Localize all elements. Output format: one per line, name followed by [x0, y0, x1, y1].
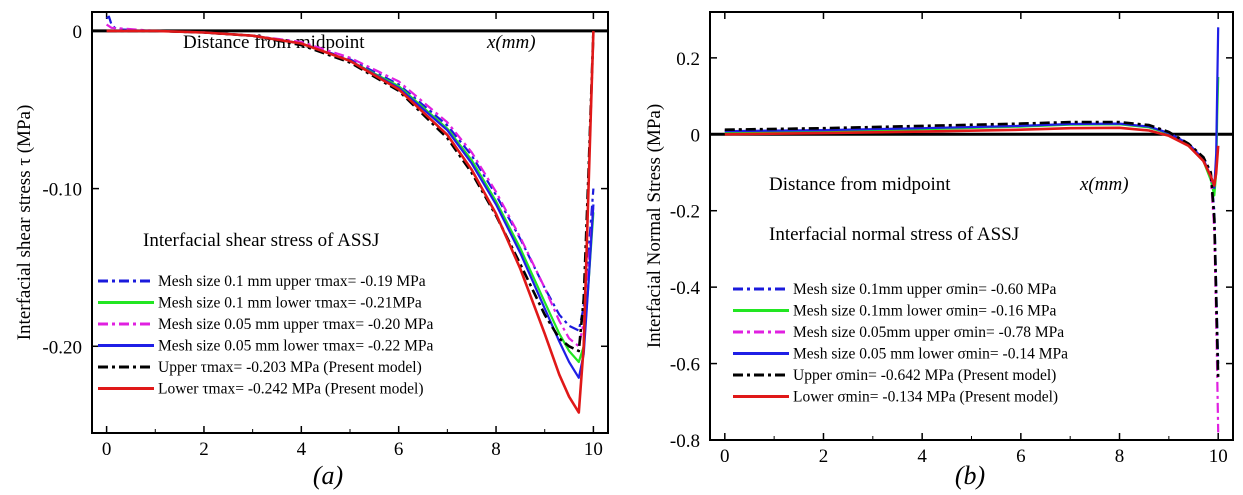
legend-label: Upper τmax= -0.203 MPa (Present model): [158, 359, 422, 376]
axis-annotation: Distance from midpoint: [769, 174, 951, 195]
axis-annotation: Distance from midpoint: [183, 32, 365, 53]
x-tick-label: 2: [819, 446, 829, 467]
y-tick-label: 0.2: [676, 49, 700, 70]
panel-caption: (b): [955, 461, 985, 490]
axis-annotation-unit: x(mm): [486, 32, 536, 53]
x-tick-label: 10: [584, 439, 603, 460]
y-axis-label: Interfacial Normal Stress (MPa): [644, 104, 665, 348]
x-tick-label: 8: [1115, 446, 1125, 467]
plot-annotation-title: Interfacial shear stress of ASSJ: [143, 230, 379, 251]
y-tick-label: -0.8: [670, 431, 700, 452]
legend-label: Mesh size 0.1mm lower σmin= -0.16 MPa: [793, 303, 1056, 320]
x-tick-label: 2: [199, 439, 209, 460]
x-tick-label: 4: [917, 446, 927, 467]
axis-annotation-unit: x(mm): [1079, 174, 1129, 195]
y-tick-label: -0.10: [42, 180, 82, 201]
legend-label: Mesh size 0.1 mm lower τmax= -0.21MPa: [158, 295, 422, 312]
y-tick-label: -0.6: [670, 355, 700, 376]
legend: Mesh size 0.1mm upper σmin= -0.60 MPa Mes…: [733, 281, 1068, 406]
series-line: [106, 29, 595, 364]
y-tick-label: -0.2: [670, 202, 700, 223]
plot-annotation-title: Interfacial normal stress of ASSJ: [769, 224, 1019, 245]
legend-label: Lower σmin= -0.134 MPa (Present model): [793, 389, 1058, 406]
y-axis-label: Interfacial shear stress τ (MPa): [14, 105, 35, 341]
y-tick-label: 0: [691, 125, 701, 146]
y-tick-label: -0.20: [42, 337, 82, 358]
x-tick-label: 10: [1209, 446, 1228, 467]
x-tick-label: 4: [297, 439, 307, 460]
legend: Mesh size 0.1 mm upper τmax= -0.19 MPa Me…: [98, 273, 434, 398]
series-line: [106, 29, 595, 414]
x-tick-label: 8: [491, 439, 501, 460]
legend-label: Mesh size 0.1mm upper σmin= -0.60 MPa: [793, 281, 1056, 298]
legend-label: Mesh size 0.05 mm lower σmin= -0.14 MPa: [793, 346, 1068, 363]
legend-label: Mesh size 0.1 mm upper τmax= -0.19 MPa: [158, 273, 426, 290]
series-line: [724, 27, 1220, 189]
y-tick-label: -0.4: [670, 278, 701, 299]
series-line: [724, 121, 1220, 433]
x-tick-label: 6: [1016, 446, 1026, 467]
legend-label: Upper σmin= -0.642 MPa (Present model): [793, 367, 1056, 384]
legend-label: Lower τmax= -0.242 MPa (Present model): [158, 381, 424, 398]
x-tick-label: 0: [102, 439, 112, 460]
x-tick-label: 0: [720, 446, 730, 467]
legend-label: Mesh size 0.05 mm lower τmax= -0.22 MPa: [158, 338, 434, 355]
legend-label: Mesh size 0.05mm upper σmin= -0.78 MPa: [793, 324, 1064, 341]
legend-label: Mesh size 0.05 mm upper τmax= -0.20 MPa: [158, 316, 434, 333]
series-line: [724, 126, 1220, 187]
series-line: [724, 120, 1220, 380]
panel-caption: (a): [313, 461, 343, 490]
series-line: [106, 29, 595, 353]
y-tick-label: 0: [73, 22, 83, 43]
x-tick-label: 6: [394, 439, 404, 460]
chart-panel-b: 0 2 4 6 8 10 0.2 0 -0.2 -0.4 -0.6 -0.8 Interfacial N…: [644, 11, 1234, 490]
chart-panel-a: 0 2 4 6 8 10 0 -0.10 -0.20 Interfacial shear stre…: [14, 11, 609, 490]
